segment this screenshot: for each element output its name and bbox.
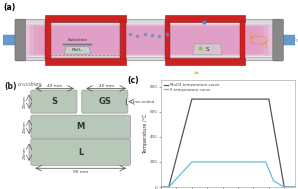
Bar (165, 21, 170, 59)
Text: S: S (206, 47, 209, 52)
FancyBboxPatch shape (31, 115, 131, 138)
Text: S: S (51, 97, 57, 106)
Text: 20mm: 20mm (23, 120, 27, 133)
Text: GS: GS (98, 97, 111, 106)
FancyBboxPatch shape (31, 139, 131, 165)
Text: MoO₃: MoO₃ (72, 48, 83, 52)
Line: MoO3 temperature curve: MoO3 temperature curve (161, 99, 298, 187)
Bar (240, 21, 245, 59)
Bar (45, 58, 126, 66)
Bar (3, 35, 17, 45)
Text: (c): (c) (128, 76, 139, 85)
Text: Open-ended: Open-ended (131, 100, 155, 104)
S temperature curve (244, 161, 248, 163)
Text: 90 mm: 90 mm (73, 170, 88, 174)
FancyBboxPatch shape (15, 19, 25, 61)
Text: Substrate: Substrate (67, 38, 87, 42)
Bar (120, 21, 126, 59)
Text: Zone 1: Zone 1 (76, 16, 95, 21)
MoO3 temperature curve (244, 98, 248, 100)
S temperature curve (167, 186, 170, 188)
Bar (45, 21, 51, 59)
Text: (b): (b) (4, 82, 17, 91)
Polygon shape (64, 46, 91, 54)
MoO3 temperature curve (283, 186, 286, 188)
Legend: MoO3 temperature curve, S temperature curve: MoO3 temperature curve, S temperature cu… (163, 82, 220, 93)
Bar (45, 15, 126, 22)
FancyBboxPatch shape (273, 19, 283, 61)
Text: crucibles: crucibles (18, 82, 42, 87)
MoO3 temperature curve (267, 98, 271, 100)
FancyBboxPatch shape (31, 90, 77, 113)
FancyBboxPatch shape (17, 19, 281, 61)
S temperature curve (190, 161, 194, 163)
Bar (165, 58, 245, 66)
MoO3 temperature curve (167, 186, 170, 188)
Text: (a): (a) (4, 3, 16, 12)
Line: S temperature curve: S temperature curve (161, 162, 298, 187)
Bar (126, 99, 128, 104)
Text: 24mm: 24mm (23, 146, 27, 159)
Bar (63, 44, 92, 45)
MoO3 temperature curve (159, 186, 163, 188)
Polygon shape (193, 44, 222, 55)
FancyBboxPatch shape (24, 23, 274, 57)
Text: M: M (77, 122, 85, 131)
S temperature curve (159, 186, 163, 188)
Y-axis label: Temperature /°C: Temperature /°C (143, 113, 148, 154)
Text: L: L (78, 148, 83, 157)
S temperature curve (283, 186, 286, 188)
FancyBboxPatch shape (30, 25, 268, 55)
S temperature curve (272, 180, 275, 182)
Bar (165, 15, 245, 22)
FancyBboxPatch shape (34, 26, 264, 54)
FancyBboxPatch shape (38, 27, 260, 53)
S temperature curve (264, 161, 268, 163)
Text: Zone 2: Zone 2 (195, 16, 215, 21)
MoO3 temperature curve (190, 98, 194, 100)
Text: Ar: Ar (294, 38, 298, 43)
Text: 20mm: 20mm (23, 95, 27, 108)
FancyBboxPatch shape (82, 90, 128, 113)
Text: 40 mm: 40 mm (99, 84, 114, 88)
Text: 40 mm: 40 mm (47, 84, 62, 88)
FancyBboxPatch shape (25, 24, 273, 56)
Bar (281, 35, 295, 45)
